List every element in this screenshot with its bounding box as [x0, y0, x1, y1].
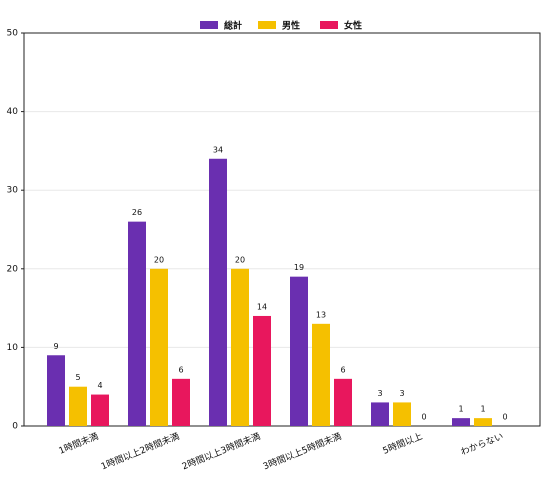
- legend-swatch: [258, 21, 276, 29]
- bar: [253, 315, 271, 426]
- data-label: 6: [178, 365, 183, 374]
- data-label: 3: [377, 389, 382, 398]
- x-tick-label: 5時間以上: [381, 431, 424, 457]
- y-tick-label: 40: [7, 107, 19, 117]
- data-label: 20: [154, 255, 164, 264]
- bar: [91, 394, 109, 426]
- legend-swatch: [200, 21, 218, 29]
- bar: [69, 386, 87, 426]
- bar: [393, 402, 411, 426]
- x-tick-label: 3時間以上5時間未満: [261, 430, 343, 472]
- x-tick-label: 1時間未満: [57, 430, 100, 457]
- data-label: 4: [97, 381, 102, 390]
- plot-frame: [23, 32, 541, 427]
- y-tick-label: 10: [7, 343, 19, 353]
- y-tick-label: 50: [7, 29, 19, 39]
- data-label: 0: [421, 413, 426, 422]
- data-label: 20: [235, 255, 245, 264]
- data-label: 0: [502, 413, 507, 422]
- y-tick-label: 20: [7, 264, 19, 274]
- legend-swatch: [320, 21, 338, 29]
- y-tick-label: 30: [7, 186, 19, 196]
- bar: [371, 402, 389, 426]
- x-tick-label: わからない: [459, 431, 505, 458]
- data-label: 34: [213, 145, 223, 154]
- data-label: 26: [132, 208, 142, 217]
- data-label: 5: [75, 373, 80, 382]
- bar: [312, 323, 330, 426]
- data-label: 9: [53, 342, 58, 351]
- x-tick-label: 2時間以上3時間未満: [180, 430, 262, 472]
- data-label: 1: [480, 405, 485, 414]
- data-label: 14: [257, 302, 267, 311]
- data-label: 1: [458, 405, 463, 414]
- bar: [150, 268, 168, 426]
- bar: [290, 276, 308, 426]
- bar: [209, 158, 227, 426]
- data-label: 3: [399, 389, 404, 398]
- data-label: 19: [294, 263, 304, 272]
- x-tick-label: 1時間以上2時間未満: [99, 430, 181, 472]
- legend-label: 男性: [282, 20, 300, 32]
- data-label: 13: [316, 310, 326, 319]
- bar: [47, 355, 65, 426]
- y-tick-label: 0: [12, 422, 18, 432]
- legend-label: 女性: [344, 20, 362, 32]
- bar: [452, 418, 470, 426]
- bar: [334, 378, 352, 426]
- bar: [128, 221, 146, 426]
- bar: [172, 378, 190, 426]
- data-label: 6: [340, 365, 345, 374]
- legend-label: 総計: [224, 20, 242, 32]
- bar: [474, 418, 492, 426]
- bar: [231, 268, 249, 426]
